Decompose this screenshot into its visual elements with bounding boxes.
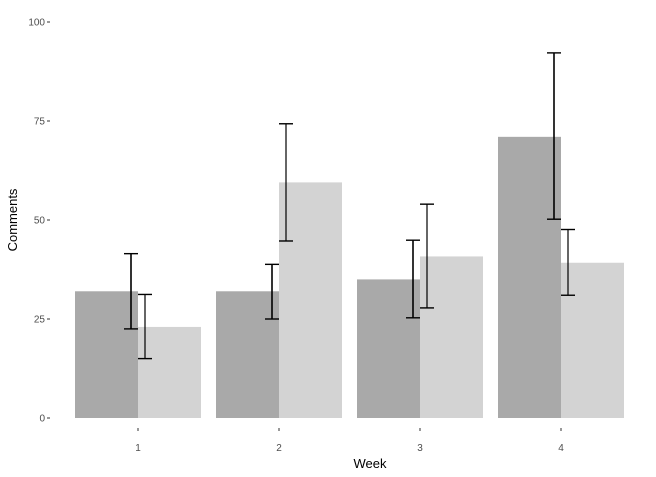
x-axis: 1 2 3 4	[135, 428, 564, 454]
error-bar	[561, 228, 575, 296]
bar	[420, 256, 483, 418]
y-axis: 0 25 50 75 100	[28, 18, 50, 425]
error-bar	[124, 252, 138, 330]
error-bar	[406, 239, 420, 319]
bar	[75, 291, 138, 418]
x-tick-label: 3	[417, 443, 423, 454]
error-bar	[420, 203, 434, 309]
bar	[357, 279, 420, 418]
y-tick-label: 100	[28, 18, 45, 29]
y-tick-label: 50	[34, 216, 46, 227]
x-tick-label: 4	[558, 443, 564, 454]
y-axis-title: Comments	[5, 188, 20, 251]
plot-area	[75, 52, 624, 418]
error-bar	[265, 263, 279, 320]
x-axis-title: Week	[354, 456, 387, 471]
bar	[498, 136, 561, 418]
bar	[561, 262, 624, 418]
bar	[279, 182, 342, 418]
bar	[138, 326, 201, 418]
bar	[216, 291, 279, 418]
x-tick-label: 1	[135, 443, 141, 454]
error-bar	[279, 123, 293, 242]
x-tick-label: 2	[276, 443, 282, 454]
y-tick-label: 75	[34, 117, 46, 128]
y-tick-label: 0	[39, 414, 45, 425]
error-bar	[138, 293, 152, 360]
error-bar	[547, 52, 561, 220]
y-tick-label: 25	[34, 315, 46, 326]
